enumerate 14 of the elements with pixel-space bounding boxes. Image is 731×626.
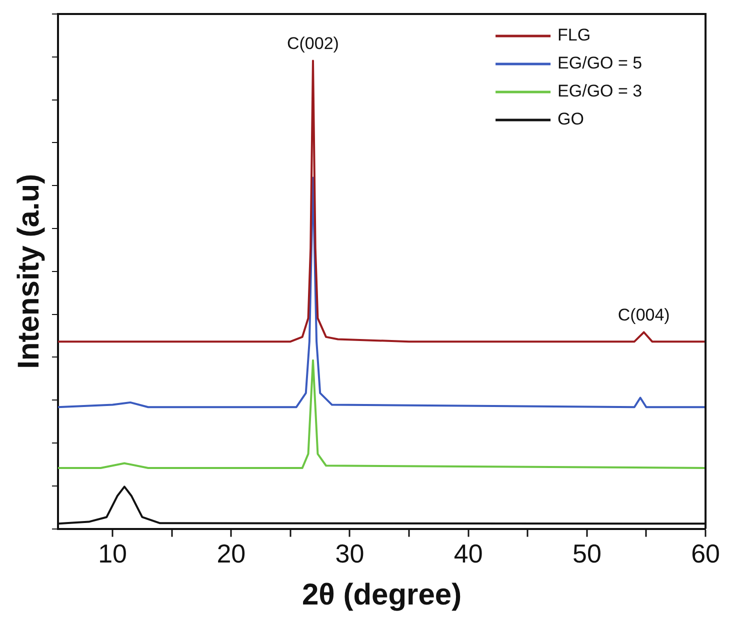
annotation: C(002): [287, 34, 339, 53]
x-tick-label: 60: [691, 538, 720, 569]
x-tick-label: 30: [335, 538, 364, 569]
x-tick-label: 40: [454, 538, 483, 569]
legend-label: EG/GO = 5: [558, 54, 642, 73]
annotation: C(004): [618, 305, 670, 324]
x-tick-label: 10: [98, 538, 128, 569]
x-axis-title: 2θ (degree): [302, 578, 462, 612]
x-tick-label: 50: [572, 538, 602, 569]
legend-label: EG/GO = 3: [558, 82, 642, 101]
legend-label: GO: [558, 110, 584, 129]
y-axis-title: Intensity (a.u): [12, 174, 46, 369]
x-tick-label: 20: [216, 538, 246, 569]
legend-label: FLG: [558, 26, 591, 45]
